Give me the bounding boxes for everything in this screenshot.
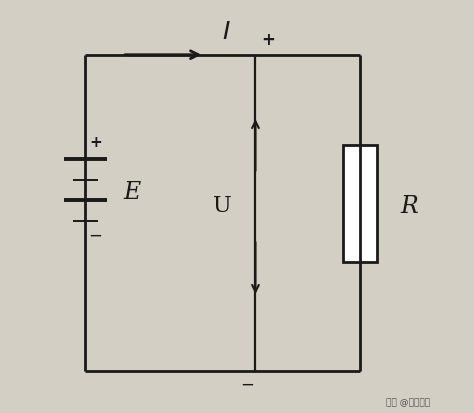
Bar [343,145,377,262]
Text: +: + [89,135,102,150]
Text: +: + [261,31,275,50]
Text: −: − [89,226,102,244]
Text: $I$: $I$ [222,21,231,44]
Text: −: − [240,376,254,394]
Text: R: R [401,195,418,218]
Text: U: U [213,195,232,218]
Text: 头条 @电子老孙: 头条 @电子老孙 [386,399,430,408]
Text: E: E [124,180,141,204]
